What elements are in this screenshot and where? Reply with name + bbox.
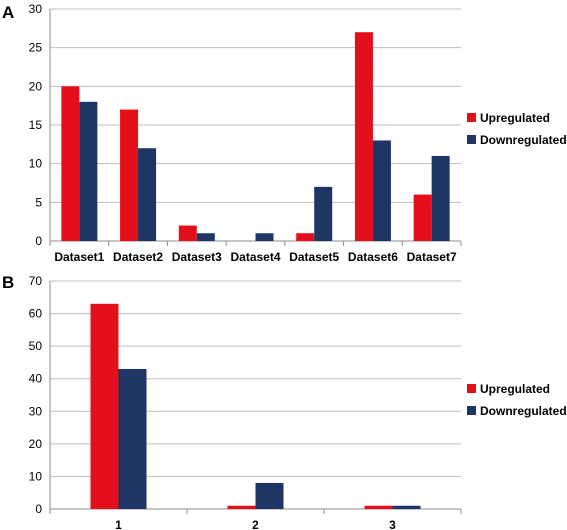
y-tick-label-b-70: 70	[29, 274, 43, 288]
legend-swatch-b-upregulated	[467, 384, 476, 393]
y-tick-label-b-60: 60	[29, 307, 43, 321]
chart-panel-a: 0 5 10 15 20 25 30 Dataset1 Dataset2 Dataset3 Data…	[29, 2, 567, 264]
y-tick-label-b-40: 40	[29, 372, 43, 386]
y-tick-label-a-20: 20	[29, 79, 43, 93]
y-tick-label-a-25: 25	[29, 41, 43, 55]
bar-a-upregulated-dataset7	[413, 194, 432, 241]
y-tick-label-a-15: 15	[29, 118, 43, 132]
legend-label-a-upregulated: Upregulated	[480, 111, 550, 125]
x-tick-label-a-dataset2: Dataset2	[113, 250, 163, 264]
x-tick-label-a-dataset1: Dataset1	[54, 250, 104, 264]
bar-b-downregulated-2	[255, 482, 284, 509]
bar-a-downregulated-dataset7	[431, 155, 450, 241]
x-tick-label-a-dataset5: Dataset5	[289, 250, 339, 264]
y-tick-label-a-30: 30	[29, 2, 43, 16]
bar-a-upregulated-dataset6	[354, 32, 373, 242]
y-tick-label-b-20: 20	[29, 437, 43, 451]
bar-b-upregulated-2	[227, 505, 256, 509]
bar-a-downregulated-dataset2	[138, 148, 157, 241]
y-tick-label-b-10: 10	[29, 469, 43, 483]
bar-a-upregulated-dataset1	[61, 86, 80, 241]
panel-b-letter: B	[2, 273, 14, 292]
y-tick-label-b-30: 30	[29, 404, 43, 418]
legend-label-b-upregulated: Upregulated	[480, 382, 550, 396]
bar-a-downregulated-dataset4	[255, 233, 274, 241]
x-tick-label-a-dataset7: Dataset7	[407, 250, 457, 264]
bar-a-upregulated-dataset3	[178, 225, 197, 241]
chart-panel-b: 0 10 20 30 40 50 60 70 1 2 3 Upregulated Downregulat…	[29, 274, 567, 530]
x-tick-label-b-1: 1	[115, 518, 122, 530]
bar-a-upregulated-dataset2	[120, 109, 139, 242]
legend-swatch-b-downregulated	[467, 406, 476, 415]
legend-swatch-a-upregulated	[467, 113, 476, 122]
bar-a-upregulated-dataset5	[296, 233, 315, 241]
bar-b-upregulated-3	[364, 505, 393, 509]
bar-b-downregulated-3	[392, 505, 421, 509]
y-tick-label-a-10: 10	[29, 157, 43, 171]
x-tick-label-a-dataset3: Dataset3	[172, 250, 222, 264]
y-tick-label-b-50: 50	[29, 339, 43, 353]
bar-a-downregulated-dataset1	[79, 101, 98, 241]
legend-swatch-a-downregulated	[467, 135, 476, 144]
panel-a-letter: A	[2, 3, 14, 22]
x-tick-label-b-2: 2	[252, 518, 259, 530]
legend-label-b-downregulated: Downregulated	[480, 404, 567, 418]
y-tick-label-a-5: 5	[35, 195, 42, 209]
x-tick-label-a-dataset4: Dataset4	[230, 250, 280, 264]
y-tick-label-a-0: 0	[35, 234, 42, 248]
legend-label-a-downregulated: Downregulated	[480, 133, 567, 147]
x-tick-label-a-dataset6: Dataset6	[348, 250, 398, 264]
bar-b-upregulated-1	[90, 303, 119, 509]
bar-a-downregulated-dataset3	[196, 233, 215, 241]
bar-a-downregulated-dataset6	[372, 140, 391, 241]
bar-a-downregulated-dataset5	[314, 186, 333, 241]
x-tick-label-b-3: 3	[389, 518, 396, 530]
y-tick-label-b-0: 0	[35, 502, 42, 516]
bar-b-downregulated-1	[118, 368, 147, 509]
